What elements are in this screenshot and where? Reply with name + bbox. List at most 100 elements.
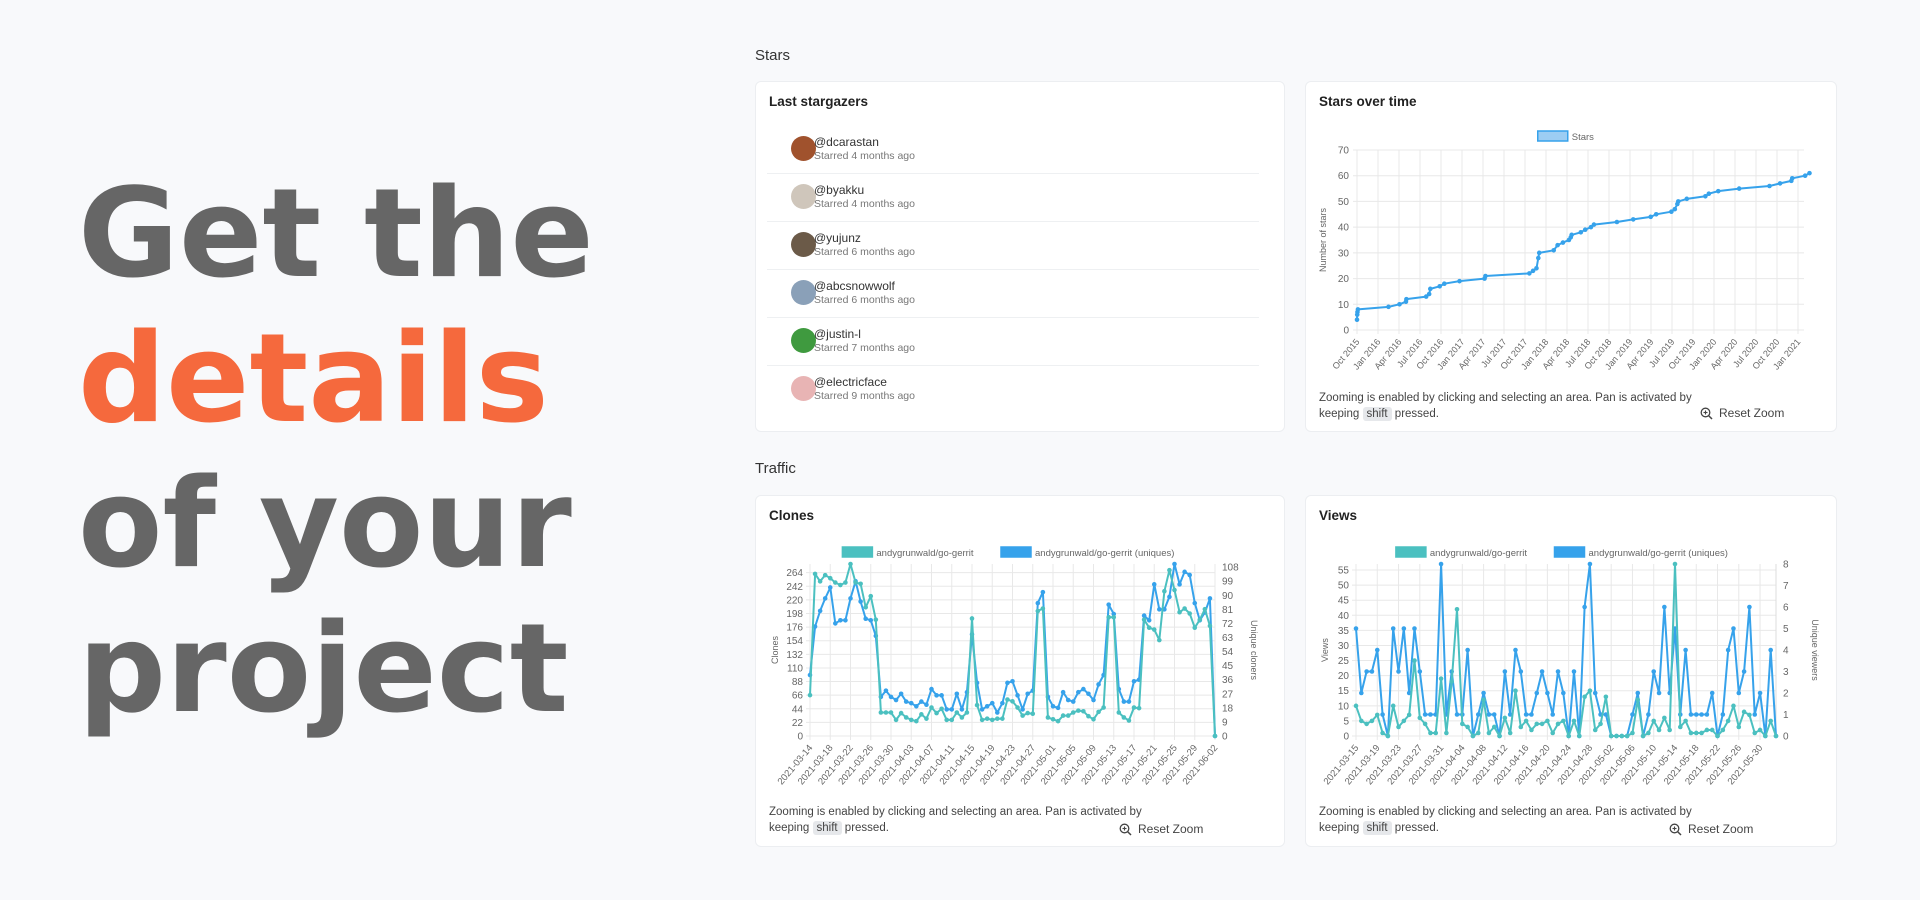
data-point[interactable] [1212,733,1218,739]
data-point[interactable] [1040,606,1046,611]
data-point[interactable] [974,702,980,708]
data-point[interactable] [1157,637,1162,643]
data-point[interactable] [1486,730,1492,736]
data-point[interactable] [1207,623,1213,629]
data-point[interactable] [1359,718,1364,724]
data-point[interactable] [954,710,960,715]
data-point[interactable] [1369,669,1375,674]
data-point[interactable] [1081,686,1086,692]
avatar[interactable] [791,280,816,305]
data-point[interactable] [1709,690,1715,696]
data-point[interactable] [1417,669,1423,674]
data-point[interactable] [1396,724,1401,730]
data-point[interactable] [1040,589,1046,595]
avatar[interactable] [791,376,816,401]
data-point[interactable] [878,710,884,715]
data-point[interactable] [1390,626,1396,631]
data-point[interactable] [1699,712,1704,717]
data-point[interactable] [1491,712,1497,717]
data-point[interactable] [868,617,874,623]
data-point[interactable] [1550,712,1556,717]
data-point[interactable] [822,596,828,601]
stargazer-username[interactable]: @dcarastan [814,135,879,149]
data-point[interactable] [1470,733,1476,739]
data-point[interactable] [1571,669,1577,674]
data-point[interactable] [1706,191,1712,197]
data-point[interactable] [1619,733,1625,739]
data-point[interactable] [1207,596,1213,601]
data-point[interactable] [833,580,838,585]
data-point[interactable] [1608,733,1614,739]
data-point[interactable] [1116,710,1122,715]
data-point[interactable] [954,691,960,697]
data-point[interactable] [1513,647,1518,653]
data-point[interactable] [833,621,838,626]
data-point[interactable] [1065,697,1071,703]
data-point[interactable] [1081,708,1086,714]
data-point[interactable] [1773,733,1779,739]
reset-zoom-button[interactable]: Reset Zoom [1669,822,1753,836]
data-point[interactable] [1065,713,1071,718]
data-point[interactable] [984,716,990,721]
data-point[interactable] [807,692,813,698]
data-point[interactable] [1635,690,1641,696]
data-point[interactable] [1603,694,1609,700]
data-point[interactable] [1422,721,1428,727]
data-point[interactable] [873,617,879,622]
data-point[interactable] [1486,712,1492,717]
data-point[interactable] [1640,733,1646,739]
data-point[interactable] [1422,712,1428,717]
data-point[interactable] [1437,283,1443,289]
data-point[interactable] [1578,229,1584,235]
stargazer-username[interactable]: @electricface [814,375,887,389]
data-point[interactable] [1752,712,1758,717]
data-point[interactable] [914,718,919,724]
data-point[interactable] [1688,712,1694,717]
data-point[interactable] [1662,604,1667,610]
data-point[interactable] [1465,724,1470,730]
data-point[interactable] [1550,730,1556,736]
data-point[interactable] [1426,291,1432,297]
data-point[interactable] [1162,588,1167,594]
data-point[interactable] [1151,627,1157,632]
data-point[interactable] [939,693,944,698]
data-point[interactable] [1560,240,1566,245]
data-point[interactable] [1481,697,1486,703]
data-point[interactable] [1096,709,1101,715]
data-point[interactable] [838,582,843,588]
data-point[interactable] [1768,647,1773,653]
data-point[interactable] [1010,678,1015,684]
avatar[interactable] [791,328,816,353]
data-point[interactable] [995,710,1000,715]
data-point[interactable] [1386,304,1391,310]
data-point[interactable] [1603,712,1609,717]
data-point[interactable] [817,579,823,584]
data-point[interactable] [1076,689,1081,695]
data-point[interactable] [893,717,899,723]
data-point[interactable] [1715,733,1720,739]
data-point[interactable] [1530,268,1536,274]
data-point[interactable] [827,585,833,590]
reset-zoom-button[interactable]: Reset Zoom [1119,822,1203,836]
data-point[interactable] [1502,669,1508,674]
data-point[interactable] [1752,730,1758,736]
data-point[interactable] [1030,711,1036,717]
data-point[interactable] [1667,727,1672,733]
data-point[interactable] [1076,708,1081,713]
stargazer-item[interactable]: @byakku Starred 4 months ago [767,173,1259,222]
data-point[interactable] [822,572,828,578]
data-point[interactable] [1091,697,1096,703]
data-point[interactable] [959,707,965,712]
data-point[interactable] [1401,626,1407,631]
data-point[interactable] [843,617,848,623]
data-point[interactable] [1131,678,1137,684]
data-point[interactable] [1086,713,1091,719]
data-point[interactable] [1587,688,1593,694]
data-point[interactable] [1582,694,1587,700]
data-point[interactable] [812,571,818,577]
data-point[interactable] [1534,690,1540,696]
data-point[interactable] [1475,730,1481,736]
data-point[interactable] [1507,712,1513,717]
data-point[interactable] [964,710,970,715]
data-point[interactable] [1693,730,1699,736]
